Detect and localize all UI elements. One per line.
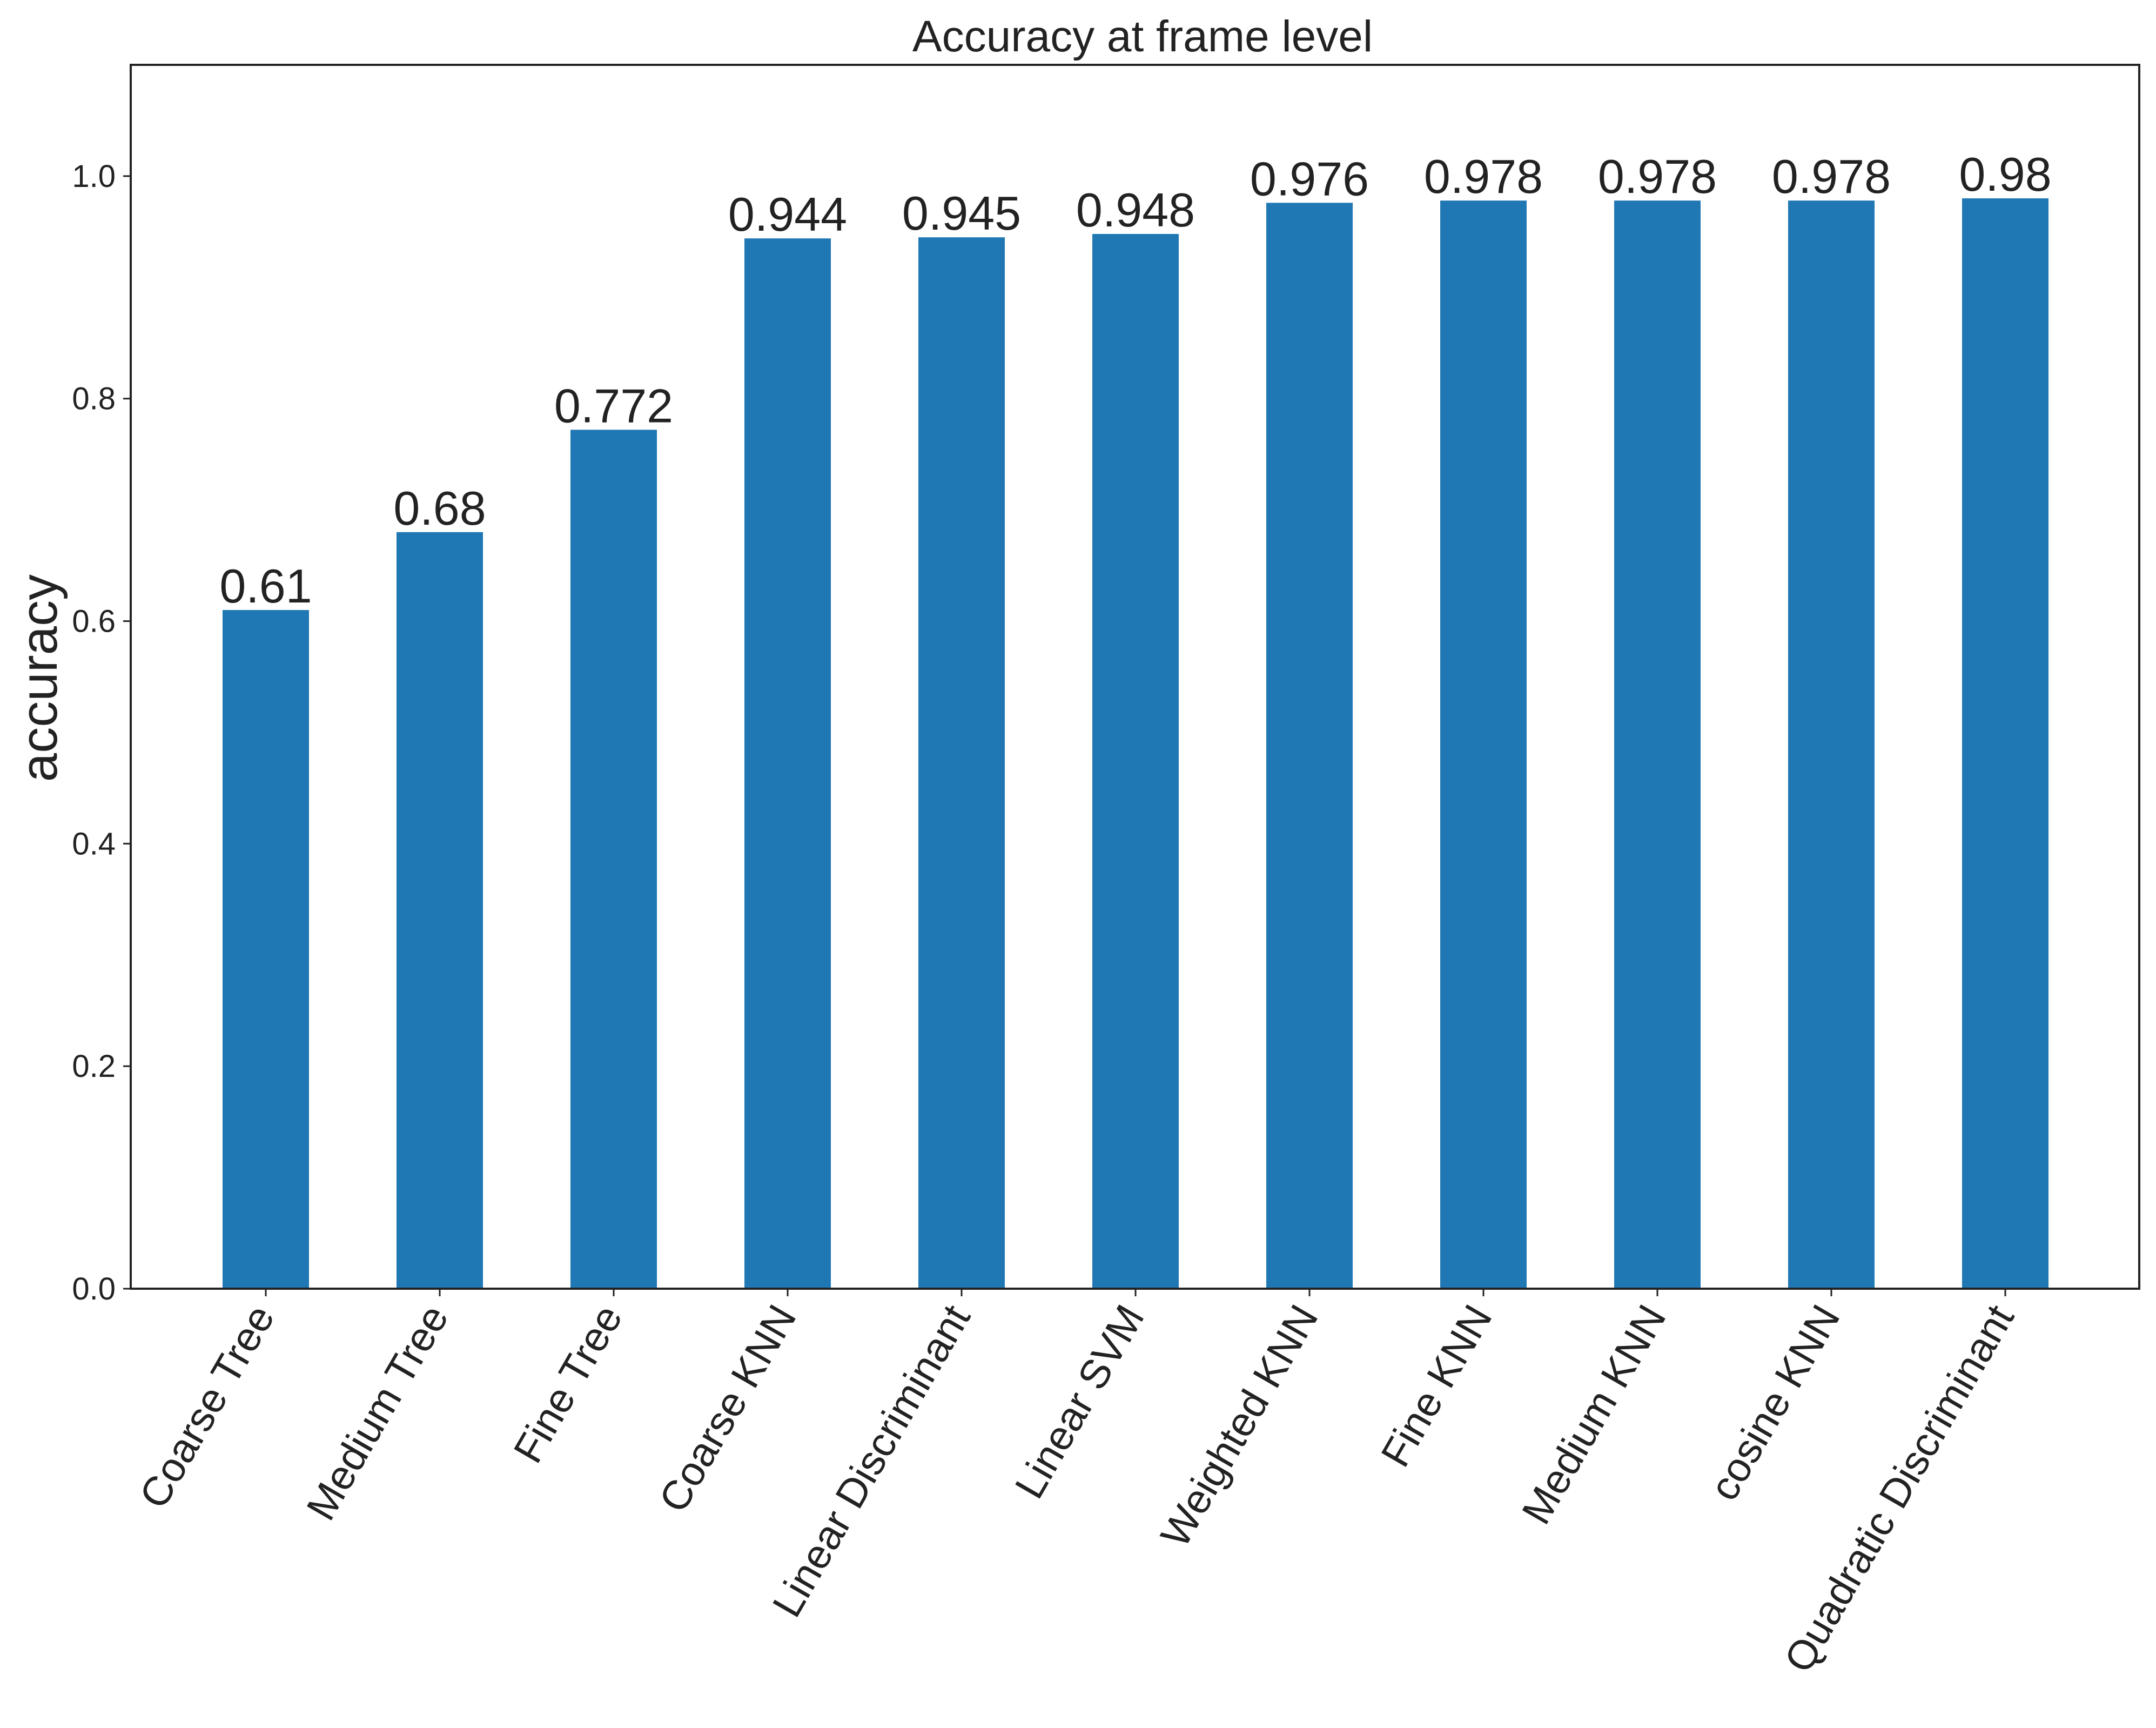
y-axis-ticks: 0.0 0.2 0.4 0.6 0.8 1.0 xyxy=(72,159,131,1307)
bar-coarse-knn xyxy=(744,238,831,1289)
bar-fine-knn xyxy=(1440,200,1527,1289)
x-tick-label: Linear Discriminant xyxy=(764,1297,979,1625)
x-tick-label: Linear SVM xyxy=(1006,1297,1153,1506)
bar-coarse-tree xyxy=(223,610,309,1289)
value-label: 0.976 xyxy=(1250,152,1369,205)
bar-medium-knn xyxy=(1614,200,1701,1289)
value-label: 0.98 xyxy=(1959,148,2051,201)
x-tick-label: Medium Tree xyxy=(298,1297,457,1528)
y-tick-label: 0.8 xyxy=(72,381,116,417)
y-tick-label: 0.6 xyxy=(72,604,116,639)
y-tick-label: 0.4 xyxy=(72,826,116,861)
x-tick-label: cosine KNN xyxy=(1701,1297,1849,1508)
value-label: 0.978 xyxy=(1772,150,1891,203)
x-tick-label: Coarse Tree xyxy=(131,1297,284,1516)
y-tick-label: 0.2 xyxy=(72,1049,116,1084)
value-label: 0.944 xyxy=(728,187,847,241)
bar-weighted-knn xyxy=(1266,203,1353,1289)
value-label: 0.978 xyxy=(1598,150,1717,203)
chart-title: Accuracy at frame level xyxy=(912,12,1373,61)
axes-frame xyxy=(130,64,2140,1290)
x-tick-label: Weighted KNN xyxy=(1152,1297,1327,1555)
bar-medium-tree xyxy=(397,532,483,1289)
y-axis-label: accuracy xyxy=(10,574,68,782)
bar-cosine-knn xyxy=(1788,200,1875,1289)
y-tick-label: 0.0 xyxy=(72,1271,116,1307)
bar-linear-svm xyxy=(1092,233,1179,1289)
value-label: 0.948 xyxy=(1076,183,1195,237)
value-label: 0.68 xyxy=(393,481,486,535)
bar-linear-discriminant xyxy=(918,237,1005,1289)
y-tick-label: 1.0 xyxy=(72,159,116,194)
x-axis-ticks: Coarse Tree Medium Tree Fine Tree Coarse KN… xyxy=(131,1289,2023,1680)
bars-layer: 0.61 0.68 0.772 0.944 0.945 0.948 0.976 0.978 0.… xyxy=(219,148,2052,1289)
value-label: 0.945 xyxy=(902,186,1021,240)
bar-fine-tree xyxy=(570,430,657,1289)
value-label: 0.978 xyxy=(1424,150,1543,203)
x-tick-label: Fine KNN xyxy=(1372,1297,1501,1475)
value-label: 0.772 xyxy=(554,379,673,432)
bar-quadratic-discriminant xyxy=(1962,198,2048,1289)
x-tick-label: Fine Tree xyxy=(505,1297,632,1471)
x-tick-label: Coarse KNN xyxy=(650,1297,805,1520)
value-label: 0.61 xyxy=(219,559,312,613)
x-tick-label: Medium KNN xyxy=(1513,1297,1675,1532)
